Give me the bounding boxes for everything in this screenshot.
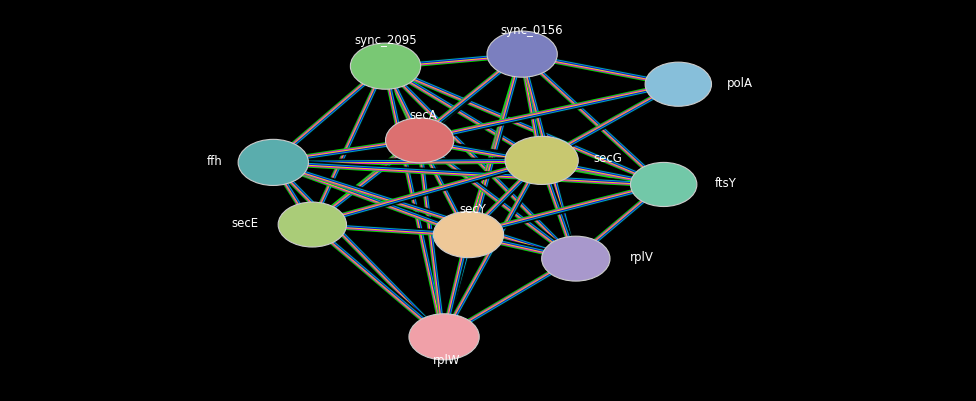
Text: secG: secG (593, 152, 623, 165)
Text: polA: polA (727, 77, 753, 89)
Ellipse shape (409, 314, 479, 360)
Ellipse shape (238, 140, 308, 185)
Text: secE: secE (231, 217, 259, 230)
Ellipse shape (278, 202, 346, 247)
Text: secA: secA (410, 109, 437, 122)
Text: secY: secY (459, 203, 486, 216)
Text: sync_2095: sync_2095 (354, 34, 417, 47)
Text: ffh: ffh (207, 155, 223, 168)
Ellipse shape (386, 118, 454, 163)
Text: sync_0156: sync_0156 (501, 24, 563, 36)
Text: ftsY: ftsY (714, 177, 736, 190)
Ellipse shape (350, 43, 421, 89)
Text: rplW: rplW (433, 354, 461, 367)
Ellipse shape (506, 136, 579, 184)
Text: rplV: rplV (630, 251, 653, 264)
Ellipse shape (542, 236, 610, 281)
Ellipse shape (487, 31, 557, 77)
Ellipse shape (645, 62, 712, 106)
Ellipse shape (630, 162, 697, 207)
Ellipse shape (433, 212, 504, 258)
